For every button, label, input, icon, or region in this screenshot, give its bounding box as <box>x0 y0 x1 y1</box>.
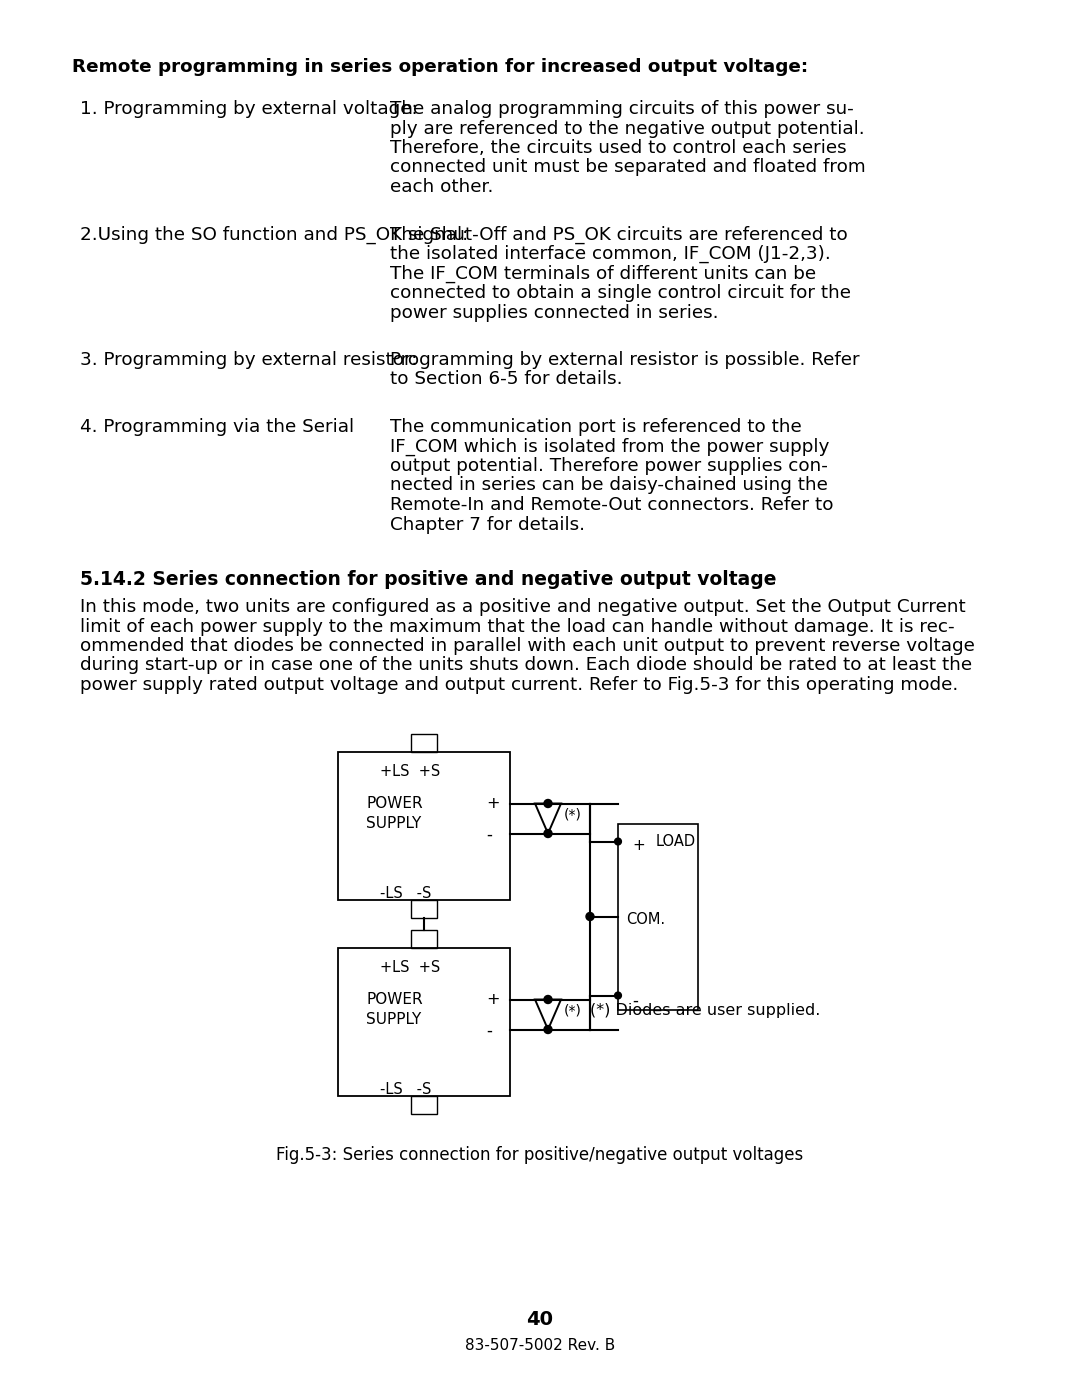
Text: +LS  +S: +LS +S <box>380 960 441 975</box>
Text: 1. Programming by external voltage:: 1. Programming by external voltage: <box>80 101 418 117</box>
Circle shape <box>586 912 594 921</box>
Text: output potential. Therefore power supplies con-: output potential. Therefore power suppli… <box>390 457 828 475</box>
Circle shape <box>544 996 552 1003</box>
Bar <box>338 752 510 900</box>
Text: connected unit must be separated and floated from: connected unit must be separated and flo… <box>390 158 866 176</box>
Text: 3. Programming by external resistor:: 3. Programming by external resistor: <box>80 351 417 369</box>
Text: +LS  +S: +LS +S <box>380 764 441 778</box>
Text: connected to obtain a single control circuit for the: connected to obtain a single control cir… <box>390 284 851 302</box>
Text: ply are referenced to the negative output potential.: ply are referenced to the negative outpu… <box>390 120 865 137</box>
Circle shape <box>544 830 552 837</box>
Text: LOAD: LOAD <box>656 834 697 848</box>
Text: -: - <box>486 1021 491 1039</box>
Text: COM.: COM. <box>626 911 665 926</box>
Circle shape <box>544 799 552 807</box>
Text: The IF_COM terminals of different units can be: The IF_COM terminals of different units … <box>390 264 816 282</box>
Text: The analog programming circuits of this power su-: The analog programming circuits of this … <box>390 101 854 117</box>
Text: Therefore, the circuits used to control each series: Therefore, the circuits used to control … <box>390 138 847 156</box>
Bar <box>411 900 437 918</box>
Text: Programming by external resistor is possible. Refer: Programming by external resistor is poss… <box>390 351 860 369</box>
Text: limit of each power supply to the maximum that the load can handle without damag: limit of each power supply to the maximu… <box>80 617 955 636</box>
Text: SUPPLY: SUPPLY <box>366 1011 421 1027</box>
Text: -: - <box>632 992 638 1010</box>
Text: 5.14.2 Series connection for positive and negative output voltage: 5.14.2 Series connection for positive an… <box>80 570 777 590</box>
Text: +: + <box>632 837 645 852</box>
Bar <box>411 1095 437 1113</box>
Text: (*): (*) <box>564 807 582 821</box>
Bar <box>411 929 437 947</box>
Text: In this mode, two units are configured as a positive and negative output. Set th: In this mode, two units are configured a… <box>80 598 966 616</box>
Text: power supplies connected in series.: power supplies connected in series. <box>390 303 718 321</box>
Text: -LS   -S: -LS -S <box>380 1081 431 1097</box>
Text: POWER: POWER <box>366 795 422 810</box>
Text: SUPPLY: SUPPLY <box>366 816 421 830</box>
Text: Fig.5-3: Series connection for positive/negative output voltages: Fig.5-3: Series connection for positive/… <box>276 1146 804 1164</box>
Text: +: + <box>486 795 499 810</box>
Text: 83-507-5002 Rev. B: 83-507-5002 Rev. B <box>464 1338 616 1354</box>
Circle shape <box>615 992 621 999</box>
Text: power supply rated output voltage and output current. Refer to Fig.5-3 for this : power supply rated output voltage and ou… <box>80 676 958 694</box>
Text: 40: 40 <box>527 1310 554 1329</box>
Bar <box>618 823 698 1010</box>
Bar <box>411 733 437 752</box>
Text: Remote programming in series operation for increased output voltage:: Remote programming in series operation f… <box>72 59 808 75</box>
Text: POWER: POWER <box>366 992 422 1006</box>
Text: (*) Diodes are user supplied.: (*) Diodes are user supplied. <box>590 1003 821 1018</box>
Text: The communication port is referenced to the: The communication port is referenced to … <box>390 418 801 436</box>
Bar <box>338 947 510 1095</box>
Text: (*): (*) <box>564 1003 582 1017</box>
Text: Chapter 7 for details.: Chapter 7 for details. <box>390 515 585 534</box>
Text: the isolated interface common, IF_COM (J1-2,3).: the isolated interface common, IF_COM (J… <box>390 244 831 263</box>
Text: The Shut-Off and PS_OK circuits are referenced to: The Shut-Off and PS_OK circuits are refe… <box>390 225 848 243</box>
Text: 2.Using the SO function and PS_OK signal:: 2.Using the SO function and PS_OK signal… <box>80 225 469 243</box>
Text: to Section 6-5 for details.: to Section 6-5 for details. <box>390 370 622 388</box>
Text: during start-up or in case one of the units shuts down. Each diode should be rat: during start-up or in case one of the un… <box>80 657 972 675</box>
Text: 4. Programming via the Serial: 4. Programming via the Serial <box>80 418 354 436</box>
Text: nected in series can be daisy-chained using the: nected in series can be daisy-chained us… <box>390 476 828 495</box>
Text: -LS   -S: -LS -S <box>380 886 431 901</box>
Text: IF_COM which is isolated from the power supply: IF_COM which is isolated from the power … <box>390 437 829 455</box>
Circle shape <box>544 1025 552 1034</box>
Text: +: + <box>486 992 499 1006</box>
Text: Remote-In and Remote-Out connectors. Refer to: Remote-In and Remote-Out connectors. Ref… <box>390 496 834 514</box>
Text: ommended that diodes be connected in parallel with each unit output to prevent r: ommended that diodes be connected in par… <box>80 637 975 655</box>
Circle shape <box>615 838 621 845</box>
Text: each other.: each other. <box>390 177 494 196</box>
Text: -: - <box>486 826 491 844</box>
